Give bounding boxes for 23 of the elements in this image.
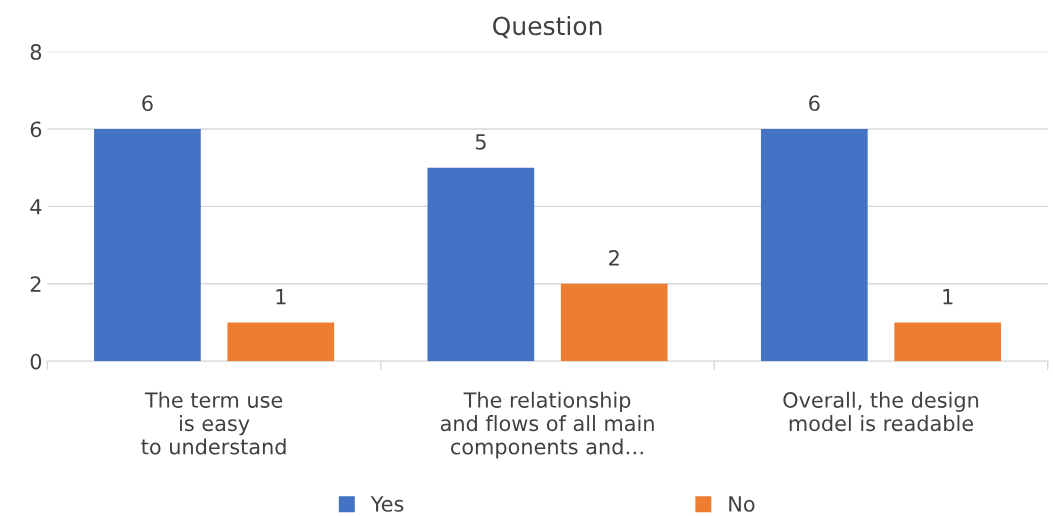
bar	[227, 322, 335, 362]
legend-label: Yes	[370, 496, 404, 512]
y-tick-label: 8	[30, 44, 42, 60]
data-label: 1	[276, 289, 286, 305]
bar	[427, 167, 535, 362]
x-tick-label: Overall, the design model is readable	[783, 391, 979, 432]
data-label: 6	[142, 95, 153, 112]
bar	[560, 283, 668, 362]
bar	[894, 322, 1002, 362]
data-label: 2	[609, 250, 619, 266]
bar	[760, 129, 868, 362]
data-label: 5	[475, 134, 486, 150]
y-tick-label: 4	[30, 199, 42, 215]
y-tick-label: 6	[30, 121, 42, 138]
bar	[94, 129, 201, 362]
x-tick-label: The term use is easy to understand	[141, 391, 286, 455]
y-tick-label: 0	[30, 353, 42, 370]
y-tick-label: 2	[30, 276, 41, 292]
x-tick-label: The relationship and flows of all main components and…	[440, 391, 654, 459]
chart-title: Question	[493, 15, 602, 39]
data-label: 1	[943, 289, 953, 305]
data-label: 6	[809, 95, 820, 112]
legend-label: No	[729, 496, 755, 512]
